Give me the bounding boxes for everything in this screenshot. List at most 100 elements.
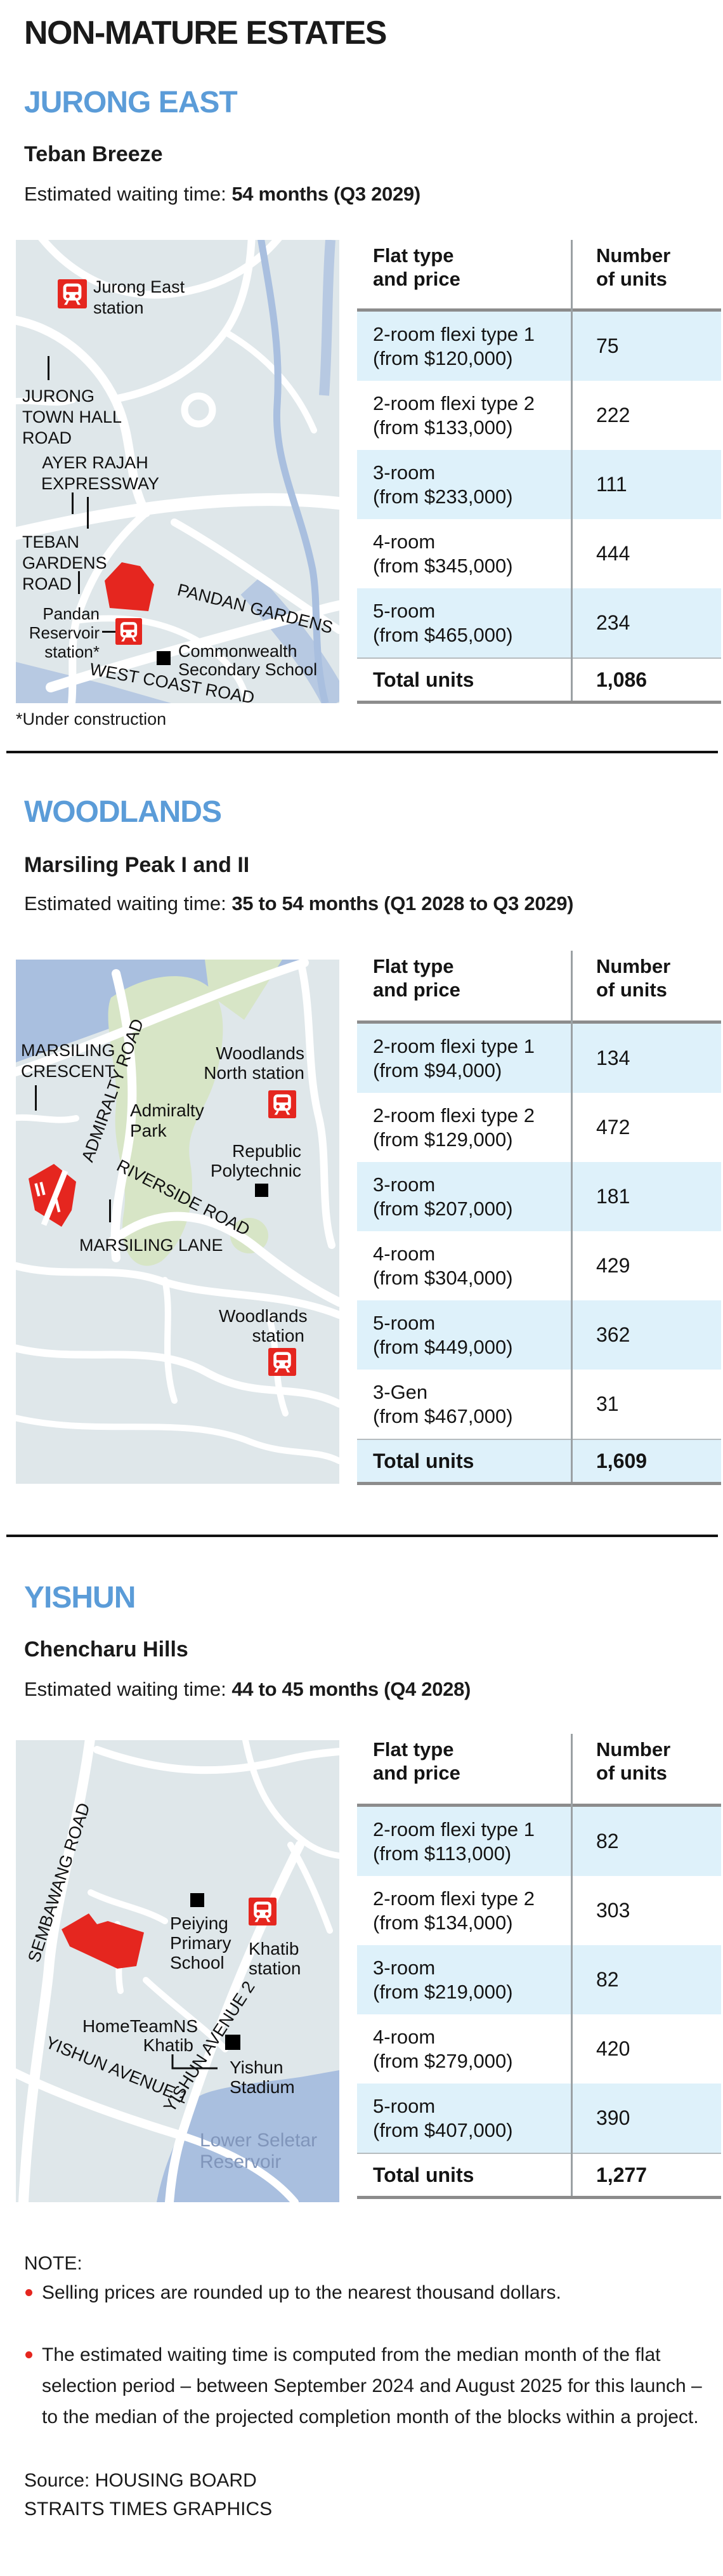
road-label: TEBAN GARDENS ROAD — [22, 532, 107, 593]
source-line: Source: HOUSING BOARD — [24, 2470, 257, 2491]
table-row: 2-room flexi type 1 (from $113,000) 82 — [357, 1807, 721, 1876]
col-header-units: Number of units — [596, 244, 671, 290]
map-base-art — [16, 240, 339, 703]
site-split-stripe — [41, 1170, 68, 1226]
pointer-tick — [87, 497, 89, 529]
note-bullet: Selling prices are rounded up to the nea… — [24, 2277, 714, 2308]
stadium-square-icon — [225, 2035, 240, 2050]
pointer-dash — [102, 631, 121, 633]
region-header-jurong-east: JURONG EAST — [24, 86, 238, 119]
waiting-time: Estimated waiting time: 35 to 54 months … — [24, 892, 573, 915]
project-name: Teban Breeze — [24, 142, 163, 166]
road-label: MARSILING LANE — [79, 1236, 223, 1255]
water-label: Lower Seletar Reservoir — [200, 2130, 318, 2172]
credit-line: STRAITS TIMES GRAPHICS — [24, 2499, 273, 2520]
map-jurong-east: Jurong East station JURONG TOWN HALL ROA… — [16, 240, 339, 703]
water-area — [16, 662, 171, 703]
table-bottom-rule — [357, 2196, 721, 2199]
mrt-station-icon — [115, 618, 142, 645]
table-row: 4-room (from $345,000) 444 — [373, 530, 630, 577]
table-row: 5-room (from $407,000) 390 — [357, 2084, 721, 2153]
waiting-time-label: Estimated waiting time: — [24, 1678, 232, 1700]
col-header-flat-type: Flat type and price — [373, 244, 460, 290]
waiting-time: Estimated waiting time: 54 months (Q3 20… — [24, 183, 420, 206]
pointer-tick — [35, 1085, 37, 1111]
total-row: Total units 1,086 — [373, 668, 648, 691]
waiting-time-value: 44 to 45 months (Q4 2028) — [231, 1678, 471, 1700]
school-square-icon — [255, 1184, 268, 1197]
water-area — [157, 2070, 339, 2202]
col-header-units: Number of units — [596, 955, 671, 1001]
page-title: NON-MATURE ESTATES — [24, 15, 387, 51]
pointer-tick — [48, 356, 49, 380]
school-label: Peiying Primary School — [170, 1913, 231, 1972]
table-row: 3-room (from $219,000) 82 — [357, 1945, 721, 2014]
map-woodlands: MARSILING CRESCENT ADMIRALTY ROAD Woodla… — [16, 960, 339, 1484]
table-header: Flat type and price Number of units — [357, 951, 721, 1020]
table-row: 4-room (from $279,000) 420 — [373, 2025, 630, 2072]
road-label: MARSILING CRESCENT — [21, 1041, 115, 1081]
bto-site-polygon — [62, 1913, 144, 1969]
road-label: AYER RAJAH EXPRESSWAY — [41, 453, 160, 493]
note-bullet: The estimated waiting time is computed f… — [24, 2339, 714, 2433]
school-label: Commonwealth Secondary School — [178, 642, 318, 679]
table-divider — [571, 951, 573, 1482]
bullet-dot-icon — [25, 2289, 32, 2296]
park-label: Admiralty Park — [130, 1100, 204, 1140]
road-label: JURONG TOWN HALL ROAD — [22, 386, 122, 447]
total-rule — [357, 2153, 721, 2154]
waiting-time-value: 35 to 54 months (Q1 2028 to Q3 2029) — [231, 892, 574, 915]
table-row: 2-room flexi type 2 (from $133,000) 222 — [373, 392, 630, 439]
park-area — [108, 976, 223, 1266]
stadium-label: Yishun Stadium — [230, 2057, 295, 2097]
table-divider — [571, 240, 573, 701]
note-heading: NOTE: — [24, 2253, 82, 2274]
bto-site-polygon — [105, 562, 154, 611]
table-row: 3-room (from $233,000) 111 — [357, 450, 721, 519]
mrt-station-icon — [268, 1348, 296, 1376]
pointer-tick — [72, 492, 74, 514]
project-name: Marsiling Peak I and II — [24, 853, 250, 877]
region-header-yishun: YISHUN — [24, 1581, 136, 1615]
pointer-tick — [109, 1199, 111, 1222]
waiting-time-value: 54 months (Q3 2029) — [231, 183, 420, 205]
roads — [16, 960, 339, 1464]
total-rule — [357, 1439, 721, 1440]
header-rule — [357, 308, 721, 312]
section-divider — [6, 751, 718, 753]
col-header-flat-type: Flat type and price — [373, 955, 460, 1001]
table-row: 3-Gen (from $467,000) 31 — [373, 1380, 619, 1427]
table-row: 2-room flexi type 2 (from $129,000) 472 — [373, 1104, 630, 1151]
school-label: Republic Polytechnic — [210, 1141, 301, 1180]
table-row: 4-room (from $304,000) 429 — [373, 1242, 630, 1289]
header-rule — [357, 1804, 721, 1807]
station-label: Khatib station — [249, 1939, 301, 1978]
flats-table-yishun: Flat type and price Number of units 2-room… — [357, 1734, 721, 2199]
canal — [240, 576, 339, 703]
pointer-tick — [78, 571, 80, 594]
total-row: Total units 1,277 — [373, 2163, 648, 2186]
col-header-flat-type: Flat type and price — [373, 1738, 460, 1784]
map-base-art — [16, 1740, 339, 2202]
flats-table-jurong-east: Flat type and price Number of units 2-room… — [357, 240, 721, 704]
mrt-station-icon — [249, 1898, 277, 1925]
table-row: 5-room (from $449,000) 362 — [357, 1300, 721, 1370]
project-name: Chencharu Hills — [24, 1637, 188, 1661]
station-label: Woodlands station — [219, 1306, 308, 1345]
river — [257, 240, 329, 703]
org-label: HomeTeamNS Khatib — [82, 2016, 199, 2055]
section-divider — [6, 1535, 718, 1537]
table-bottom-rule — [357, 701, 721, 704]
flats-table-woodlands: Flat type and price Number of units 2-room… — [357, 951, 721, 1485]
school-square-icon — [190, 1893, 204, 1907]
school-square-icon — [157, 651, 171, 665]
station-label: Woodlands North station — [204, 1043, 304, 1083]
waiting-time: Estimated waiting time: 44 to 45 months … — [24, 1678, 471, 1701]
table-row: 2-room flexi type 1 (from $94,000) 134 — [357, 1024, 721, 1093]
table-divider — [571, 1734, 573, 2196]
waiting-time-label: Estimated waiting time: — [24, 183, 232, 205]
table-row: 2-room flexi type 1 (from $120,000) 75 — [357, 312, 721, 381]
map-footnote: *Under construction — [16, 710, 167, 729]
total-row: Total units 1,609 — [357, 1440, 721, 1482]
